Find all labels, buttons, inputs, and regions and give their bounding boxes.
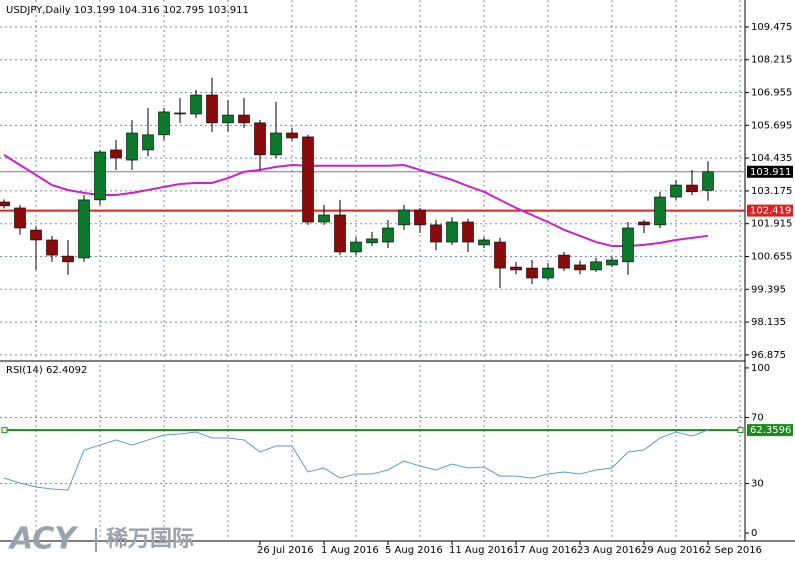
- candle-body: [670, 184, 682, 198]
- candle-body: [126, 132, 138, 161]
- candle-body: [0, 201, 10, 207]
- candle-body: [382, 227, 394, 243]
- x-tick-label: 5 Aug 2016: [385, 545, 443, 556]
- x-tick-label: 17 Aug 2016: [513, 545, 577, 556]
- level-label-box: [747, 424, 793, 437]
- candle-body: [174, 112, 186, 115]
- y-tick-label: 100: [751, 363, 770, 374]
- level-marker: [1, 427, 8, 434]
- candle-body: [702, 171, 714, 191]
- candle-body: [190, 94, 202, 115]
- candle-body: [286, 132, 298, 139]
- candle-body: [222, 114, 234, 124]
- candle-body: [158, 111, 170, 136]
- candle-body: [94, 151, 106, 201]
- candle-body: [574, 264, 586, 271]
- y-tick-label: 105.695: [751, 120, 792, 131]
- price-label-box: [747, 204, 793, 217]
- candle-body: [270, 132, 282, 156]
- candle-body: [78, 199, 90, 259]
- y-tick-label: 106.955: [751, 88, 792, 99]
- candle-body: [462, 221, 474, 243]
- y-tick-label: 99.395: [751, 284, 786, 295]
- candle-body: [46, 239, 58, 256]
- rsi-line: [3, 429, 709, 491]
- price-label: 102.419: [750, 206, 791, 217]
- x-tick-label: 1 Aug 2016: [321, 545, 379, 556]
- y-tick-label: 70: [751, 412, 764, 423]
- candle-body: [302, 136, 314, 223]
- candle-body: [446, 221, 458, 243]
- price-label: 103.911: [750, 167, 791, 178]
- candle-body: [654, 196, 666, 226]
- candle-body: [350, 241, 362, 253]
- candle-body: [254, 122, 266, 156]
- x-tick-label: 11 Aug 2016: [449, 545, 513, 556]
- candle-body: [30, 229, 42, 241]
- x-tick-label: 29 Aug 2016: [641, 545, 705, 556]
- candle-body: [638, 221, 650, 226]
- x-tick-label: 2 Sep 2016: [705, 545, 762, 556]
- y-tick-label: 30: [751, 479, 764, 490]
- candle-body: [206, 94, 218, 124]
- watermark-logo: ACY: [8, 522, 79, 557]
- moving-average: [3, 154, 709, 247]
- candle-body: [622, 227, 634, 263]
- watermark-text: 稀万国际: [106, 526, 194, 552]
- chart-title: USDJPY,Daily 103.199 104.316 102.795 103…: [6, 5, 249, 16]
- candle-body: [318, 214, 330, 223]
- level-marker: [737, 427, 744, 434]
- candle-body: [414, 209, 426, 226]
- x-tick-label: 26 Jul 2016: [257, 545, 314, 556]
- price-label-box: [747, 165, 793, 178]
- candle-body: [558, 254, 570, 269]
- candle-body: [542, 267, 554, 279]
- y-tick-label: 96.875: [751, 350, 786, 361]
- candle-body: [238, 114, 250, 124]
- candle-body: [334, 214, 346, 253]
- level-label: 62.3596: [750, 425, 791, 436]
- candle-body: [686, 184, 698, 193]
- candle-body: [430, 224, 442, 243]
- y-tick-label: 108.215: [751, 55, 792, 66]
- y-tick-label: 101.915: [751, 219, 792, 230]
- y-tick-label: 104.435: [751, 153, 792, 164]
- y-tick-label: 109.475: [751, 22, 792, 33]
- candle-body: [478, 239, 490, 246]
- y-tick-label: 103.175: [751, 186, 792, 197]
- candle-body: [366, 238, 378, 244]
- candle-body: [590, 261, 602, 271]
- x-tick-label: 23 Aug 2016: [577, 545, 641, 556]
- candle-body: [110, 149, 122, 159]
- rsi-title: RSI(14) 62.4092: [6, 365, 87, 376]
- candle-body: [494, 241, 506, 269]
- candle-body: [510, 266, 522, 271]
- candle-body: [14, 207, 26, 229]
- candle-body: [62, 255, 74, 263]
- y-tick-label: 0: [751, 528, 757, 539]
- candle-body: [526, 267, 538, 279]
- candle-body: [398, 209, 410, 226]
- candle-body: [606, 259, 618, 266]
- candle-body: [142, 134, 154, 151]
- y-tick-label: 100.655: [751, 252, 792, 263]
- y-tick-label: 98.135: [751, 317, 786, 328]
